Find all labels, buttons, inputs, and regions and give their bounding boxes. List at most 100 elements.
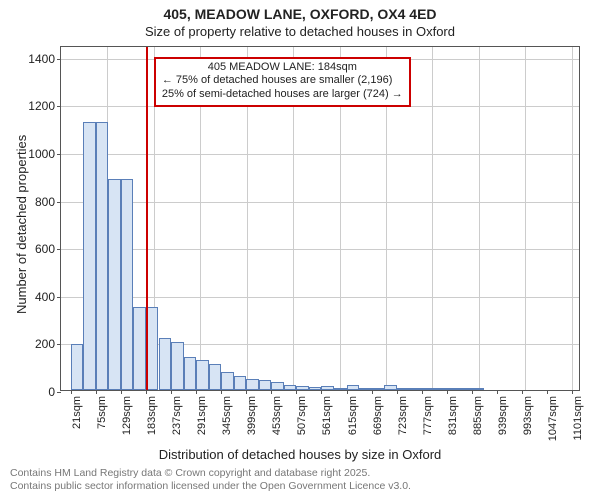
footer-attribution: Contains HM Land Registry data © Crown c… bbox=[10, 467, 411, 493]
gridline-vertical bbox=[479, 47, 480, 390]
histogram-bar bbox=[347, 385, 360, 390]
x-tick-label: 75sqm bbox=[96, 396, 108, 429]
histogram-bar bbox=[71, 344, 84, 390]
x-tick-label: 561sqm bbox=[321, 396, 333, 435]
chart-subtitle: Size of property relative to detached ho… bbox=[0, 24, 600, 39]
gridline-horizontal bbox=[61, 297, 579, 298]
x-tick bbox=[497, 390, 498, 394]
x-tick bbox=[271, 390, 272, 394]
x-tick bbox=[296, 390, 297, 394]
y-tick bbox=[57, 59, 61, 60]
x-tick-label: 615sqm bbox=[347, 396, 359, 435]
histogram-bar bbox=[447, 388, 460, 390]
histogram-bar bbox=[309, 387, 322, 390]
y-tick-label: 0 bbox=[48, 385, 55, 399]
histogram-bar bbox=[434, 388, 447, 390]
histogram-bar bbox=[83, 122, 96, 390]
histogram-bar bbox=[271, 382, 284, 390]
y-tick bbox=[57, 392, 61, 393]
x-tick bbox=[472, 390, 473, 394]
histogram-bar bbox=[184, 357, 197, 390]
histogram-bar bbox=[133, 307, 146, 390]
histogram-bar bbox=[372, 388, 385, 390]
x-tick bbox=[96, 390, 97, 394]
histogram-bar bbox=[422, 388, 435, 390]
x-tick bbox=[146, 390, 147, 394]
x-tick bbox=[196, 390, 197, 394]
x-tick-label: 507sqm bbox=[296, 396, 308, 435]
x-tick-label: 183sqm bbox=[146, 396, 158, 435]
y-tick-label: 400 bbox=[35, 290, 55, 304]
footer-line-2: Contains public sector information licen… bbox=[10, 480, 411, 493]
x-tick bbox=[397, 390, 398, 394]
histogram-bar bbox=[234, 376, 247, 390]
y-tick bbox=[57, 106, 61, 107]
histogram-bar bbox=[472, 388, 485, 390]
annotation-line: 25% of semi-detached houses are larger (… bbox=[162, 88, 403, 102]
histogram-bar bbox=[296, 386, 309, 390]
histogram-bar bbox=[359, 388, 372, 390]
x-tick bbox=[522, 390, 523, 394]
y-tick bbox=[57, 344, 61, 345]
y-tick bbox=[57, 154, 61, 155]
y-tick-label: 1200 bbox=[28, 99, 55, 113]
histogram-bar bbox=[196, 360, 209, 390]
x-tick bbox=[171, 390, 172, 394]
histogram-bar bbox=[321, 386, 334, 390]
x-tick-label: 723sqm bbox=[397, 396, 409, 435]
x-tick-label: 453sqm bbox=[271, 396, 283, 435]
y-tick-label: 1400 bbox=[28, 52, 55, 66]
x-tick bbox=[221, 390, 222, 394]
histogram-bar bbox=[221, 372, 234, 390]
y-tick-label: 1000 bbox=[28, 147, 55, 161]
histogram-bar bbox=[459, 388, 472, 390]
histogram-bar bbox=[209, 364, 222, 390]
x-tick bbox=[347, 390, 348, 394]
chart-title: 405, MEADOW LANE, OXFORD, OX4 4ED bbox=[0, 6, 600, 22]
histogram-bar bbox=[121, 179, 134, 390]
x-tick-label: 993sqm bbox=[522, 396, 534, 435]
y-tick bbox=[57, 297, 61, 298]
x-tick-label: 399sqm bbox=[246, 396, 258, 435]
x-tick-label: 939sqm bbox=[497, 396, 509, 435]
x-tick bbox=[121, 390, 122, 394]
x-tick-label: 831sqm bbox=[447, 396, 459, 435]
x-tick-label: 1101sqm bbox=[572, 396, 584, 440]
y-axis-label: Number of detached properties bbox=[14, 134, 29, 313]
annotation-line: ← 75% of detached houses are smaller (2,… bbox=[162, 74, 403, 88]
histogram-bar bbox=[259, 380, 272, 390]
gridline-horizontal bbox=[61, 154, 579, 155]
histogram-bar bbox=[397, 388, 410, 390]
x-tick bbox=[547, 390, 548, 394]
y-tick-label: 600 bbox=[35, 242, 55, 256]
annotation-box: 405 MEADOW LANE: 184sqm← 75% of detached… bbox=[154, 57, 411, 107]
histogram-bar bbox=[334, 388, 347, 390]
x-tick-label: 1047sqm bbox=[547, 396, 559, 441]
x-tick bbox=[422, 390, 423, 394]
histogram-bar bbox=[284, 385, 297, 390]
gridline-vertical bbox=[432, 47, 433, 390]
x-tick bbox=[321, 390, 322, 394]
gridline-horizontal bbox=[61, 249, 579, 250]
x-axis-label: Distribution of detached houses by size … bbox=[0, 447, 600, 462]
histogram-bar bbox=[246, 379, 259, 390]
x-tick-label: 777sqm bbox=[422, 396, 434, 435]
y-tick-label: 200 bbox=[35, 337, 55, 351]
x-tick-label: 237sqm bbox=[171, 396, 183, 435]
annotation-line: 405 MEADOW LANE: 184sqm bbox=[162, 61, 403, 75]
x-tick-label: 21sqm bbox=[71, 396, 83, 429]
x-tick bbox=[447, 390, 448, 394]
y-tick-label: 800 bbox=[35, 195, 55, 209]
x-tick-label: 345sqm bbox=[221, 396, 233, 435]
histogram-bar bbox=[159, 338, 172, 390]
gridline-vertical bbox=[572, 47, 573, 390]
histogram-bar bbox=[96, 122, 109, 390]
x-tick-label: 669sqm bbox=[372, 396, 384, 435]
histogram-bar bbox=[171, 342, 184, 390]
histogram-bar bbox=[108, 179, 121, 390]
plot-area: 020040060080010001200140021sqm75sqm129sq… bbox=[60, 46, 580, 391]
histogram-bar bbox=[409, 388, 422, 390]
gridline-vertical bbox=[525, 47, 526, 390]
x-tick-label: 291sqm bbox=[196, 396, 208, 435]
footer-line-1: Contains HM Land Registry data © Crown c… bbox=[10, 467, 411, 480]
